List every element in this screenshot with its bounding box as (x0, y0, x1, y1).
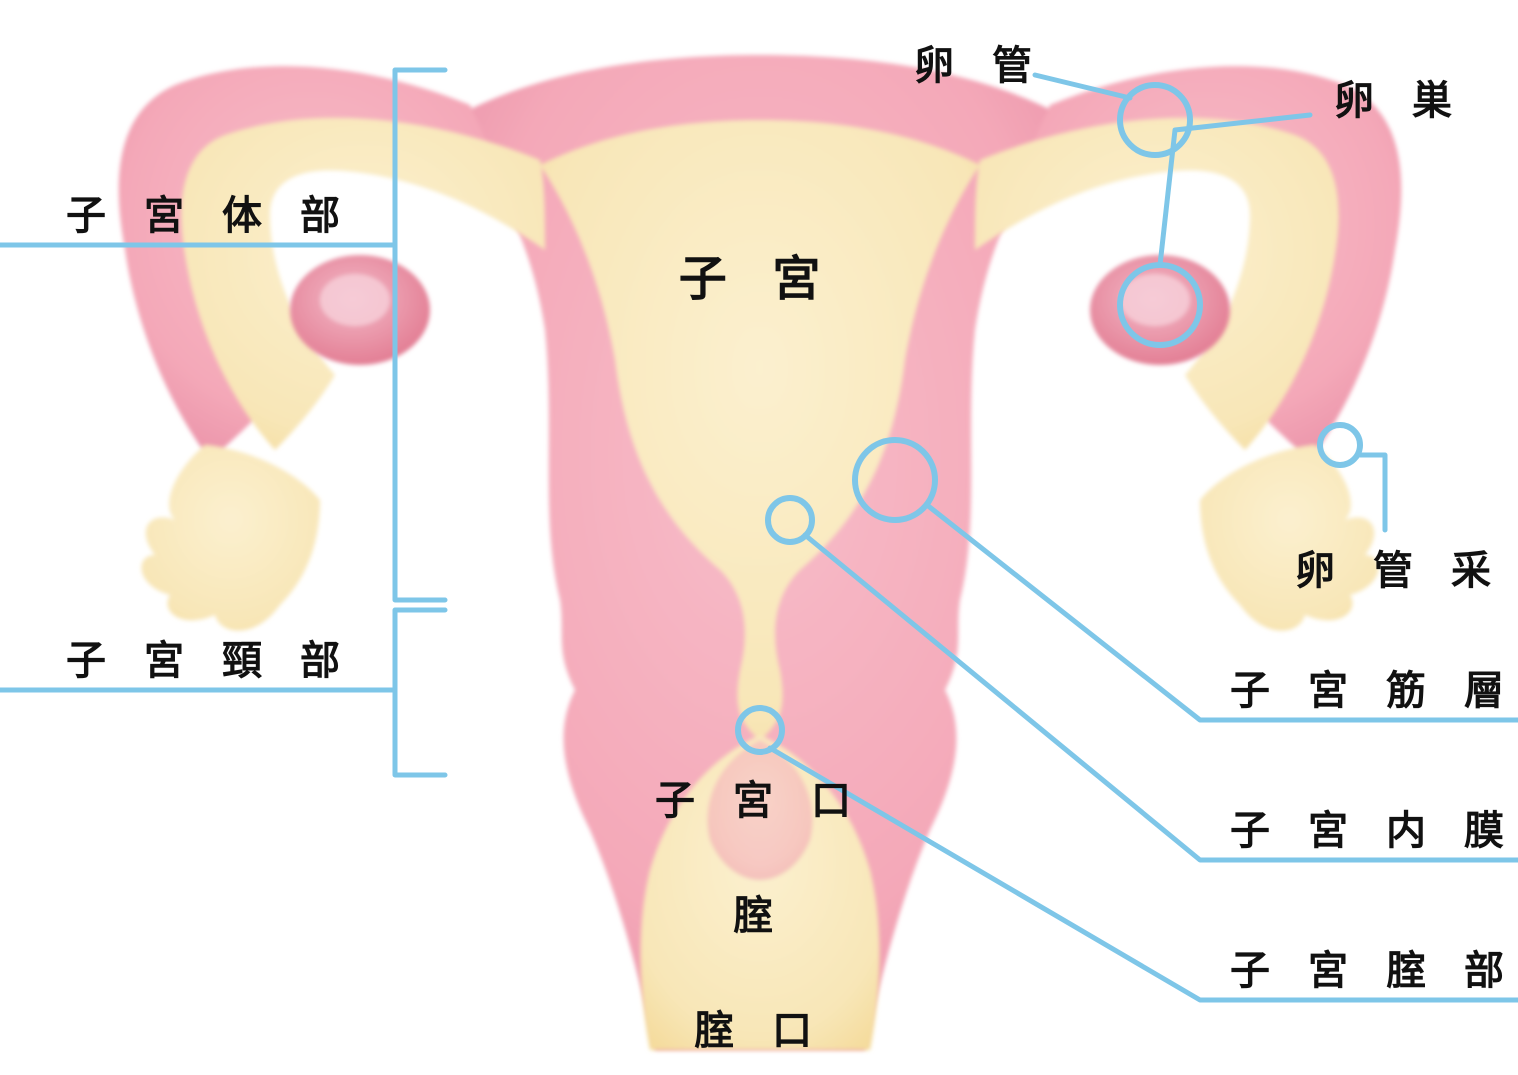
label-fallopian-tube: 卵 管 (914, 33, 1046, 91)
label-myometrium: 子 宮 筋 層 (1230, 658, 1518, 716)
label-uterus: 子 宮 (679, 239, 837, 309)
label-vaginal-opening: 腟 口 (694, 998, 826, 1056)
label-uterine-cervix: 子 宮 頸 部 (66, 628, 354, 686)
label-endometrium: 子 宮 内 膜 (1230, 798, 1518, 856)
label-uterine-body: 子 宮 体 部 (66, 183, 354, 241)
diagram-stage: 子 宮 卵 管 卵 巣 卵 管 采 子 宮 筋 層 子 宮 内 膜 子 宮 腟 … (0, 0, 1518, 1075)
label-fimbria: 卵 管 采 (1295, 538, 1505, 596)
fimbria-marker (1320, 425, 1360, 465)
label-vaginal-portion: 子 宮 腟 部 (1230, 938, 1518, 996)
label-ovary: 卵 巣 (1334, 68, 1466, 126)
label-vagina: 腟 (733, 883, 787, 941)
label-cervical-os: 子 宮 口 (655, 768, 865, 826)
